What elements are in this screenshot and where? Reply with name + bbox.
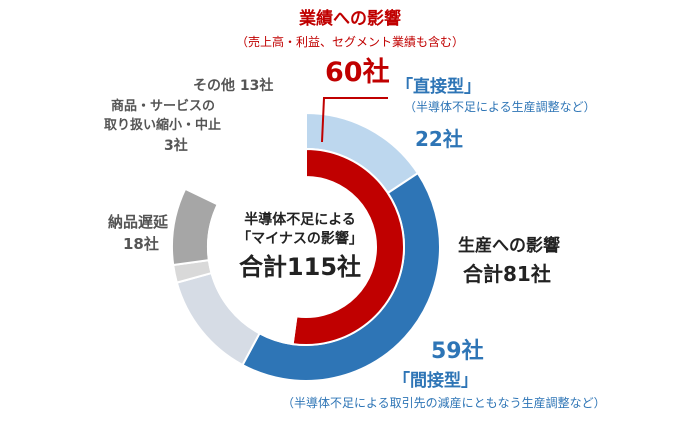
delivery-value: 18社 [123,235,159,253]
other-label: その他 13社 [193,78,274,94]
direct-title: 「直接型」 [396,77,481,97]
center-total: 合計115社 [238,253,362,281]
donut-segment-business [291,147,405,346]
direct-value: 22社 [415,127,463,151]
business-value: 60社 [325,57,390,88]
handling-line2: 取り扱い縮小・中止 [104,118,222,133]
handling-line1: 商品・サービスの [111,99,216,114]
center-line1: 半導体不足による [244,212,356,228]
indirect-title: 「間接型」 [393,371,478,391]
business-subtitle: （売上高・利益、セグメント業績も含む） [235,35,464,49]
center-line2: 「マイナスの影響」 [237,231,363,247]
indirect-subtitle: （半導体不足による取引先の減産にともなう生産調整など） [282,396,606,410]
handling-value: 3社 [164,138,188,154]
inner-ring [207,147,405,346]
indirect-value: 59社 [431,339,484,364]
production-title: 生産への影響 [458,236,560,256]
business-title: 業績への影響 [299,9,401,29]
direct-subtitle: （半導体不足による生産調整など） [404,100,596,114]
delivery-title: 納品遅延 [108,213,169,231]
production-total: 合計81社 [463,262,551,286]
donut-segment-remainder [207,147,307,346]
business-leader-line [321,97,388,143]
